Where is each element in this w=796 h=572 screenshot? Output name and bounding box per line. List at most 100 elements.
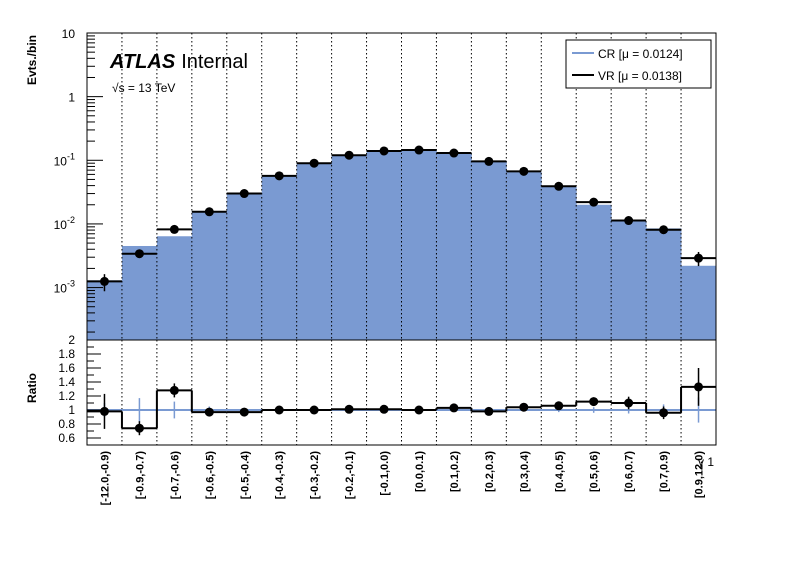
- x-category-label: [-12.0,-0.9): [99, 451, 111, 506]
- vr-point: [589, 197, 599, 207]
- vr-ratio-point: [309, 405, 319, 415]
- vr-point: [659, 225, 669, 235]
- x-category-label: [0.5,0.6): [589, 451, 601, 492]
- cr-bar: [261, 175, 298, 340]
- x-category-label: [0.1,0.2): [449, 451, 461, 492]
- vr-ratio-point: [344, 404, 354, 414]
- cr-bar: [191, 210, 228, 340]
- vr-point: [449, 148, 459, 158]
- x-category-label: [0.3,0.4): [519, 451, 531, 492]
- vr-point: [309, 158, 319, 168]
- x-category-label: [-0.4,-0.3): [274, 451, 286, 500]
- legend: CR [μ = 0.0124] VR [μ = 0.0138]: [565, 39, 712, 89]
- vr-point: [134, 249, 144, 259]
- vr-point: [694, 253, 704, 263]
- cr-bar: [156, 236, 193, 340]
- vr-ratio-point: [449, 403, 459, 413]
- vr-ratio-point: [379, 404, 389, 414]
- x-category-label: [-0.9,-0.7): [134, 451, 146, 500]
- x-category-label: [-0.3,-0.2): [309, 451, 321, 500]
- cr-bar: [506, 172, 542, 340]
- vr-ratio-point: [624, 398, 634, 408]
- x-category-label: [0.2,0.3): [484, 451, 496, 492]
- ratio-tick-label: 2: [68, 333, 75, 347]
- ratio-panel: [86, 339, 717, 446]
- cr-bar: [681, 265, 717, 340]
- cr-bar: [121, 245, 158, 340]
- cr-bar: [471, 160, 507, 340]
- ratio-tick-label: 0.6: [58, 431, 75, 445]
- y-tick-base: 10: [54, 282, 68, 296]
- vr-ratio-point: [484, 406, 494, 416]
- x-category-label: [-0.2,-0.1): [344, 451, 356, 500]
- cr-bar: [296, 163, 333, 340]
- x-category-label: [-0.1,0.0): [379, 451, 391, 496]
- y-tick-exp: -1: [67, 151, 75, 161]
- x-category-label: [0.0,0.1): [414, 451, 426, 492]
- cr-bar: [401, 150, 437, 340]
- vr-point: [554, 181, 564, 191]
- y-tick-label: 1: [68, 91, 75, 105]
- x-category-label: [-0.5,-0.4): [239, 451, 251, 500]
- vr-ratio-point: [134, 423, 144, 433]
- atlas-text: ATLAS: [109, 51, 176, 73]
- ratio-frame: [86, 339, 717, 446]
- y-tick-base: 10: [54, 218, 68, 232]
- x-category-label: [-0.6,-0.5): [204, 451, 216, 500]
- energy-label: √s = 13 TeV: [112, 81, 175, 95]
- vr-point: [204, 207, 214, 217]
- vr-ratio-point: [589, 397, 599, 407]
- atlas-label: ATLAS Internal: [109, 51, 248, 73]
- ratio-tick-label: 1.6: [58, 361, 75, 375]
- vr-point: [484, 156, 494, 166]
- vr-ratio-point: [414, 405, 424, 415]
- vr-point: [274, 171, 284, 181]
- cr-bar: [611, 221, 647, 340]
- cr-bar: [646, 228, 682, 340]
- x-category-label: [-0.7,-0.6): [169, 451, 181, 500]
- legend-cr-label: CR [μ = 0.0124]: [598, 47, 683, 61]
- vr-ratio-point: [204, 407, 214, 417]
- x-category-label: [0.4,0.5): [554, 451, 566, 492]
- ratio-tick-label: 1.2: [58, 389, 75, 403]
- y-tick-label: 10-3: [54, 279, 75, 296]
- vr-ratio-point: [274, 405, 284, 415]
- y-tick-label: 10: [62, 27, 76, 41]
- vr-ratio-point: [694, 382, 704, 392]
- ratio-tick-label: 1: [68, 403, 75, 417]
- vr-point: [379, 146, 389, 156]
- y-tick-base: 10: [54, 154, 68, 168]
- ratio-tick-label: 0.8: [58, 417, 75, 431]
- labels: 10-310-210-11100.60.811.21.41.61.82[-12.…: [25, 27, 714, 505]
- vr-point: [99, 276, 109, 286]
- x-category-label: [0.6,0.7): [624, 451, 636, 492]
- atlas-sub-text: Internal: [181, 51, 248, 73]
- y-tick-label: 10-2: [54, 215, 75, 232]
- x-category-label: [0.9,12.0): [694, 451, 706, 498]
- vr-ratio-point: [99, 406, 109, 416]
- legend-box: [565, 39, 712, 89]
- legend-vr-label: VR [μ = 0.0138]: [598, 69, 682, 83]
- vr-ratio-point: [239, 407, 249, 417]
- ratio-tick-label: 1.8: [58, 347, 75, 361]
- vr-ratio-point: [554, 401, 564, 411]
- vr-point: [519, 166, 529, 176]
- y-tick-label: 10-1: [54, 151, 75, 168]
- cr-bar: [436, 153, 472, 340]
- vr-point: [169, 224, 179, 234]
- y-tick-exp: -2: [67, 215, 75, 225]
- cr-bar: [226, 192, 263, 340]
- ratio-tick-label: 1.4: [58, 375, 75, 389]
- main-panel: [86, 32, 717, 341]
- cr-bar: [331, 155, 367, 340]
- cr-bar: [541, 187, 577, 340]
- y-tick-exp: -3: [67, 279, 75, 289]
- vr-ratio-point: [659, 408, 669, 418]
- vr-ratio-point: [519, 402, 529, 412]
- cr-bar: [366, 150, 402, 340]
- ratio-axis-label: Ratio: [25, 373, 39, 403]
- vr-point: [414, 145, 424, 155]
- cr-bar: [576, 204, 612, 340]
- vr-point: [624, 216, 634, 226]
